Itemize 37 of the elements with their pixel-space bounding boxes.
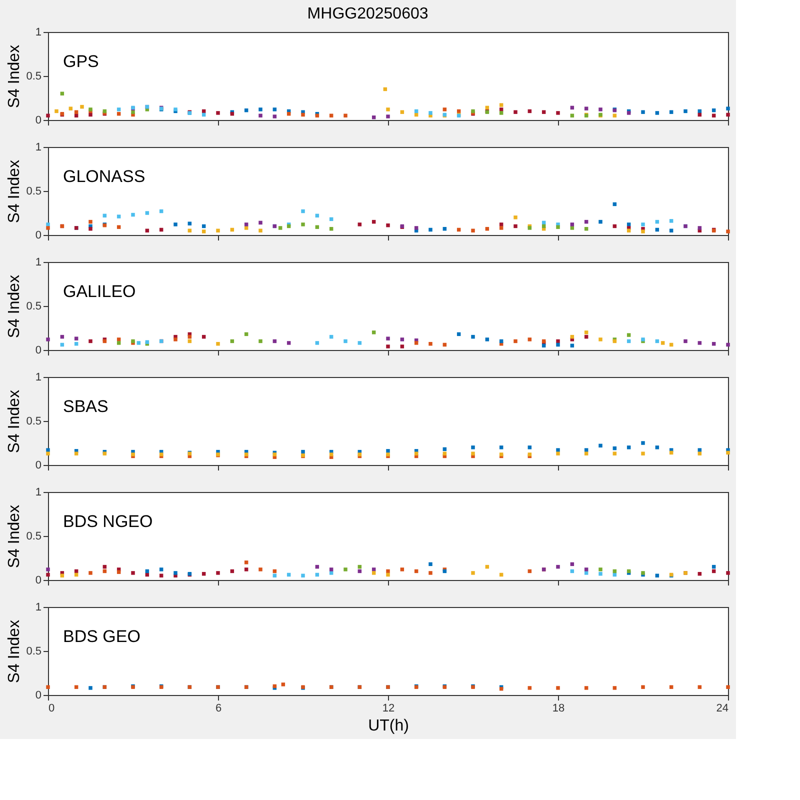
chart-title: MHGG20250603 bbox=[307, 6, 428, 22]
y-tick-label: 1 bbox=[35, 602, 42, 614]
y-tick-label: 1 bbox=[35, 142, 42, 154]
x-tick-label: 0 bbox=[48, 702, 55, 714]
y-axis-title: S4 Index bbox=[6, 44, 24, 108]
y-tick-label: 1 bbox=[35, 26, 42, 38]
y-axis-title: S4 Index bbox=[6, 390, 24, 454]
annotation: BDS GEO bbox=[63, 627, 140, 646]
y-tick-label: 0 bbox=[35, 690, 42, 702]
annotation: BDS NGEO bbox=[63, 512, 153, 531]
x-tick-label: 12 bbox=[382, 702, 395, 714]
y-tick-label: 1 bbox=[35, 372, 42, 384]
y-tick-label: 0.5 bbox=[26, 530, 42, 542]
y-tick-label: 1 bbox=[35, 486, 42, 498]
y-tick-label: 0 bbox=[35, 230, 42, 242]
y-axis-title: S4 Index bbox=[6, 504, 24, 568]
y-axis-title: S4 Index bbox=[6, 160, 24, 224]
y-tick-label: 0.5 bbox=[26, 70, 42, 82]
x-tick-label: 18 bbox=[552, 702, 565, 714]
annotation: GPS bbox=[63, 52, 99, 71]
y-axis-title: S4 Index bbox=[6, 620, 24, 684]
y-tick-label: 1 bbox=[35, 256, 42, 268]
y-tick-label: 0 bbox=[35, 114, 42, 126]
x-tick-label: 6 bbox=[215, 702, 222, 714]
x-axis-title: UT(h) bbox=[368, 718, 409, 734]
annotation: GALILEO bbox=[63, 282, 136, 301]
x-tick-label: 24 bbox=[716, 702, 728, 714]
y-tick-label: 0 bbox=[35, 344, 42, 356]
y-axis-title: S4 Index bbox=[6, 274, 24, 338]
y-tick-label: 0 bbox=[35, 574, 42, 586]
y-tick-label: 0.5 bbox=[26, 186, 42, 198]
y-tick-label: 0.5 bbox=[26, 300, 42, 312]
annotation: SBAS bbox=[63, 397, 108, 416]
y-tick-label: 0.5 bbox=[26, 416, 42, 428]
y-tick-label: 0.5 bbox=[26, 646, 42, 658]
y-tick-label: 0 bbox=[35, 460, 42, 472]
annotation: GLONASS bbox=[63, 167, 146, 186]
